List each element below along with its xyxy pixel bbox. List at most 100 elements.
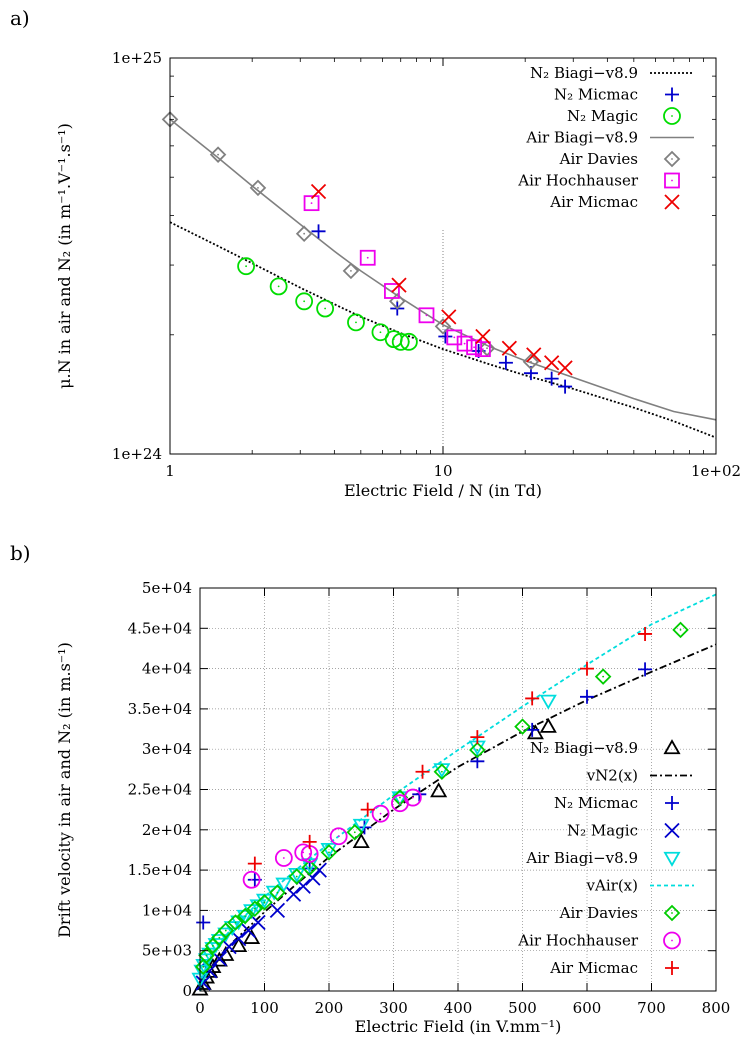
a-series-air-biagi-v8-9-legend-label: Air Biagi−v8.9: [525, 129, 638, 147]
b-series-air-micmac-point-2: [360, 802, 375, 817]
a-series-n2-micmac-legend-swatch: [665, 87, 679, 102]
a-series-air-davies-legend-label: Air Davies: [559, 150, 638, 168]
b-series-air-davies-point-2-dot: [212, 944, 214, 947]
b-series-air-davies-point-11: [301, 859, 318, 876]
b-ytick-label-0: 0: [182, 982, 192, 1000]
b-series-air-biagi-v8-9-point-20: [352, 818, 370, 834]
b-xtick-label-7: 700: [637, 999, 666, 1017]
a-series-air-micmac-point-5: [526, 347, 542, 363]
a-series-air-micmac-point-4: [501, 340, 517, 356]
b-series-air-hochhauser-point-0-dot: [250, 878, 253, 881]
b-series-n2-magic-legend-swatch: [664, 822, 680, 839]
a-series-air-davies-point-1-dot: [217, 153, 219, 156]
a-series-air-davies-point-6: [434, 318, 452, 335]
b-series-air-davies-point-13: [346, 823, 364, 841]
a-xtick-label-0: 1: [165, 462, 175, 480]
b-series-n2-magic-point-5: [240, 922, 257, 939]
a-series-air-davies-point-3-dot: [303, 232, 306, 235]
a-series-air-hochhauser-point-6: [466, 339, 483, 356]
b-series-n2-micmac-legend-label: N₂ Micmac: [554, 794, 638, 812]
a-series-air-hochhauser-point-6-dot: [473, 346, 476, 349]
a-series-air-micmac-point-7: [557, 360, 573, 376]
b-ytick-label-8: 4e+04: [142, 660, 192, 678]
b-ytick-label-6: 3e+04: [142, 740, 192, 758]
b-series-n2-magic: [195, 862, 327, 991]
a-series-n2-magic-point-2: [295, 292, 314, 311]
a-series-air-hochhauser-point-3: [418, 307, 435, 324]
a-series-n2-magic-point-5-dot: [379, 331, 382, 334]
b-series-n2-biagi-v8-9-point-9: [352, 833, 370, 849]
b-ytick-label-2: 1e+04: [142, 901, 192, 919]
b-series-air-davies-point-10: [288, 868, 306, 885]
a-series-n2-micmac: [311, 224, 573, 394]
a-series-n2-magic-point-4: [347, 313, 365, 332]
a-xtick-label-1: 10: [433, 462, 452, 480]
b-series-air-hochhauser-legend-label: Air Hochhauser: [517, 932, 639, 950]
a-series-air-davies-point-4-dot: [350, 269, 352, 272]
a-series-n2-micmac-legend-label: N₂ Micmac: [554, 86, 638, 104]
b-series-n2-magic-point-0: [195, 975, 211, 991]
a-series-air-davies-legend-swatch-dot: [671, 158, 673, 160]
panel-b-chart: b) 0 100 200 300 400 500 600 700 800 0 5e+03 1e+04 1…: [10, 541, 730, 1036]
a-series-n2-magic-legend-label: N₂ Magic: [567, 107, 638, 125]
a-series-air-micmac-point-6: [544, 355, 560, 371]
a-series-air-micmac-point-2: [441, 309, 457, 325]
b-series-air-davies-point-0-dot: [202, 965, 205, 968]
b-xtick-label-1: 100: [250, 999, 279, 1017]
b-series-air-davies-point-9: [269, 884, 286, 901]
b-series-air-hochhauser-point-0: [242, 870, 261, 889]
b-ytick-label-3: 1.5e+04: [128, 861, 192, 879]
b-xtick-label-3: 300: [379, 999, 408, 1017]
a-series-n2-magic-point-3-dot: [324, 307, 327, 310]
b-series-air-biagi-v8-9-legend-swatch: [663, 851, 681, 867]
b-series-air-micmac-point-7: [638, 626, 653, 641]
b-series-air-micmac-point-4: [470, 730, 485, 745]
b-series-air-micmac-legend-label: Air Micmac: [549, 959, 638, 977]
a-series-air-davies-point-8-dot: [530, 360, 532, 363]
a-series-air-micmac: [310, 183, 573, 376]
b-series-n2-biagi-v8-9-point-10: [430, 782, 448, 798]
b-series-air-davies-point-12: [320, 844, 338, 861]
b-series-air-micmac-point-0: [247, 856, 262, 871]
a-series-air-hochhauser-point-1-dot: [366, 256, 369, 259]
b-series-air-hochhauser-point-7: [403, 788, 422, 807]
a-series-n2-micmac-point-7: [558, 379, 573, 394]
b-series-air-davies-point-6-dot: [244, 915, 247, 917]
a-series-air-davies-point-2-dot: [257, 186, 259, 189]
b-series-air-davies-point-8-dot: [263, 901, 266, 904]
b-series-air-davies-point-19-dot: [679, 629, 682, 631]
a-series-air-micmac-point-0: [310, 183, 327, 200]
b-series-air-micmac-point-1: [302, 834, 317, 849]
b-series-n2-biagi-v8-9: [191, 717, 557, 996]
b-series-air-biagi-v8-9-point-16: [275, 877, 293, 893]
a-series-air-hochhauser-point-0: [303, 195, 320, 212]
a-series-air-hochhauser-point-3-dot: [425, 314, 428, 317]
b-series-air-davies-point-11-dot: [308, 866, 311, 869]
a-series-n2-magic-point-8-dot: [407, 340, 410, 343]
b-series-air-davies-point-4: [217, 922, 235, 939]
a-series-n2-micmac-point-4: [498, 355, 513, 370]
a-series-air-hochhauser-point-5-dot: [463, 342, 466, 345]
b-xtick-label-5: 500: [508, 999, 537, 1017]
b-series-air-davies-point-0: [194, 958, 212, 976]
a-series-air-hochhauser-point-7-dot: [481, 348, 484, 351]
b-series-air-davies-point-5-dot: [234, 921, 237, 924]
a-series-air-davies-point-6-dot: [442, 325, 444, 328]
b-series-air-davies-point-14-dot: [399, 796, 401, 799]
b-ytick-label-4: 2e+04: [142, 821, 192, 839]
b-series-air-davies-point-1: [198, 947, 215, 964]
b-series-n2-micmac-point-7: [580, 689, 594, 704]
b-series-vair-x-legend-label: vAir(x): [586, 877, 638, 895]
a-series-n2-micmac-point-0: [311, 224, 326, 239]
a-ytick-label-1: 1e+25: [112, 49, 162, 67]
panel-a-x-axis-label: Electric Field / N (in Td): [344, 481, 542, 500]
panel-a-y-axis-label: μ.N in air and N₂ (in m⁻¹.V⁻¹.s⁻¹): [55, 123, 74, 389]
b-series-air-hochhauser-point-5: [371, 804, 390, 823]
b-series-air-davies-point-4-dot: [224, 929, 227, 932]
b-xtick-label-6: 600: [573, 999, 602, 1017]
b-series-air-hochhauser-point-1: [274, 849, 293, 867]
a-series-air-hochhauser-point-7: [474, 341, 491, 358]
a-series-air-davies-point-8: [522, 353, 540, 371]
a-series-air-hochhauser-point-0-dot: [310, 202, 313, 205]
